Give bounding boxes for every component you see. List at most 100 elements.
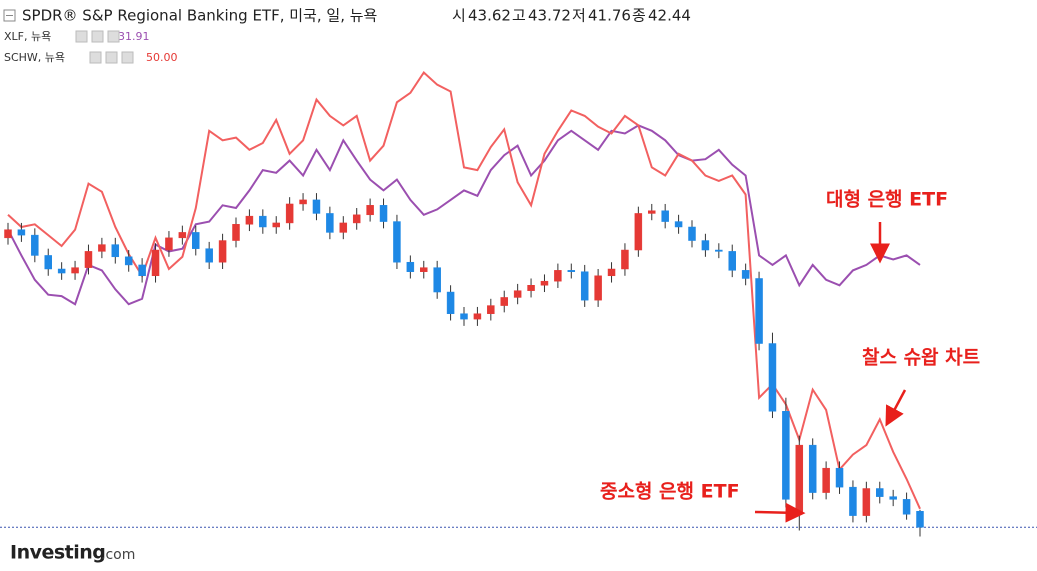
ohlc-label: 고 xyxy=(512,7,526,25)
candle-body xyxy=(4,229,12,239)
candle-body xyxy=(71,267,79,274)
annotation: 대형 은행 ETF xyxy=(826,189,948,211)
settings-button[interactable] xyxy=(89,51,102,64)
candle-body xyxy=(192,232,200,249)
candle-body xyxy=(728,251,736,271)
candle-body xyxy=(57,268,66,274)
candle-body xyxy=(648,210,656,214)
logo: Investing xyxy=(10,542,105,564)
candle-body xyxy=(768,343,777,412)
annotation: 중소형 은행 ETF xyxy=(600,481,740,503)
candle-body xyxy=(433,267,441,293)
candle-body xyxy=(124,256,133,266)
candle-body xyxy=(17,229,26,236)
candle-body xyxy=(902,499,911,515)
candle-body xyxy=(339,222,348,233)
candle-body xyxy=(755,278,763,344)
candle-body xyxy=(782,411,790,500)
candle-body xyxy=(487,305,495,314)
candle-body xyxy=(473,313,482,320)
candle-body xyxy=(889,496,897,500)
candle-body xyxy=(352,214,361,224)
candle-body xyxy=(44,255,52,270)
candle-body xyxy=(795,444,804,512)
candle-body xyxy=(111,244,120,258)
candle-body xyxy=(607,268,616,277)
candle-body xyxy=(272,222,280,228)
candle-body xyxy=(674,221,683,228)
candle-body xyxy=(460,313,468,320)
candle-body xyxy=(567,270,576,272)
candle-body xyxy=(527,285,535,291)
settings-button[interactable] xyxy=(105,51,118,64)
arrow xyxy=(754,502,806,523)
candle-body xyxy=(634,213,643,251)
comparison-line xyxy=(7,124,921,306)
candle-body xyxy=(285,203,294,224)
candle-body xyxy=(205,248,213,263)
candle-body xyxy=(876,488,884,497)
candle-body xyxy=(393,221,401,263)
candle-body xyxy=(661,210,669,222)
candle-body xyxy=(808,444,817,493)
candle-body xyxy=(594,275,602,301)
arrow xyxy=(885,389,907,427)
legend-entry: XLF, 뉴욕 xyxy=(4,30,51,43)
candle-body xyxy=(741,270,750,279)
candle-body xyxy=(420,267,428,272)
ohlc-value: 41.76 xyxy=(588,7,631,25)
ohlc-label: 시 xyxy=(452,7,466,25)
legend-buttons xyxy=(75,30,134,64)
settings-button[interactable] xyxy=(91,30,104,43)
chart-title: SPDR® S&P Regional Banking ETF, 미국, 일, 뉴… xyxy=(22,7,377,25)
candle-body xyxy=(299,199,307,205)
candle-body xyxy=(540,280,549,286)
candle-body xyxy=(366,205,374,216)
logo-suffix: .com xyxy=(101,547,135,563)
legend-price: 50.00 xyxy=(146,51,178,64)
candle-body xyxy=(151,249,160,277)
candle-body xyxy=(500,297,508,306)
close-button[interactable] xyxy=(107,30,120,43)
legend-entry: SCHW, 뉴욕 xyxy=(4,51,65,64)
candle-body xyxy=(218,240,227,263)
candle-body xyxy=(513,290,522,298)
candle-body xyxy=(916,511,924,528)
ohlc-label: 저 xyxy=(572,7,586,25)
candle-body xyxy=(245,215,254,225)
candle-body xyxy=(446,291,455,314)
candle-body xyxy=(688,226,696,241)
candle-body xyxy=(178,232,187,239)
candle-body xyxy=(715,249,723,252)
candle-body xyxy=(98,244,106,252)
ohlc-value: 43.72 xyxy=(528,7,571,25)
candle-body xyxy=(849,486,857,516)
candle-body xyxy=(621,249,629,270)
ohlc-label: 종 xyxy=(632,7,646,25)
ohlc-value: 43.62 xyxy=(468,7,511,25)
ohlc-value: 42.44 xyxy=(648,7,691,25)
candle-body xyxy=(232,224,240,241)
candle-body xyxy=(138,264,146,277)
candle-body xyxy=(31,234,39,256)
candle-body xyxy=(84,251,93,268)
close-button[interactable] xyxy=(121,51,134,64)
candle-body xyxy=(835,467,844,488)
candle-body xyxy=(701,240,710,251)
collapse-icon[interactable] xyxy=(3,9,16,22)
annotation: 찰스 슈왑 차트 xyxy=(862,347,980,369)
settings-button[interactable] xyxy=(75,30,88,43)
candle-body xyxy=(406,261,415,272)
candle-body xyxy=(326,213,334,233)
legend-price: 31.91 xyxy=(118,30,150,43)
candle-body xyxy=(822,467,830,493)
candle-body xyxy=(580,271,589,301)
candle-body xyxy=(259,215,267,228)
candle-body xyxy=(862,488,871,516)
candle-body xyxy=(165,237,173,251)
candle-body xyxy=(312,199,321,214)
candle-body xyxy=(554,270,562,282)
comparison-line xyxy=(7,70,921,510)
candle-body xyxy=(379,205,388,222)
